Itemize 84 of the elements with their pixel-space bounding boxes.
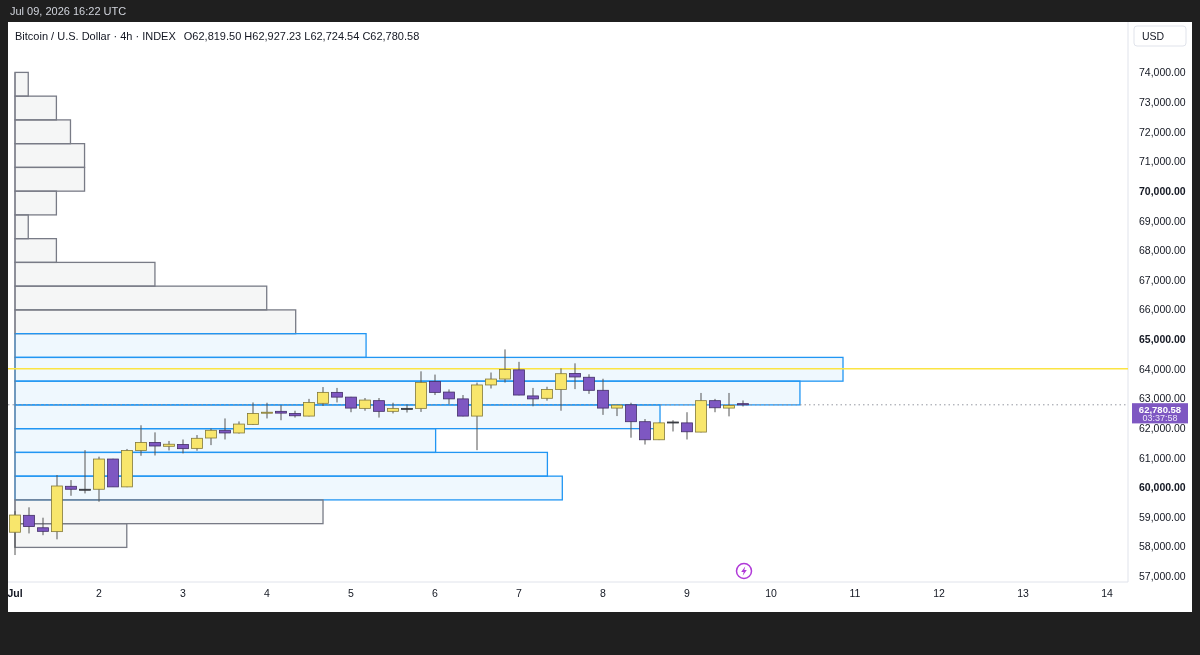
bar <box>14 238 58 264</box>
candlestick <box>219 417 231 440</box>
y-tick-label: 65,000.00 <box>1139 333 1186 346</box>
candlestick <box>387 402 399 414</box>
candlestick <box>639 418 651 446</box>
candlestick <box>9 510 21 556</box>
candlestick <box>569 362 581 390</box>
candlestick <box>499 348 511 384</box>
candlestick <box>65 479 77 497</box>
y-tick-label: 60,000.00 <box>1139 481 1186 494</box>
bar <box>14 261 156 287</box>
x-tick-label: 9 <box>684 587 691 599</box>
y-tick-label: 73,000.00 <box>1139 96 1186 108</box>
x-tick-label: 14 <box>1101 587 1113 599</box>
bar <box>14 333 367 359</box>
candlestick <box>723 392 735 417</box>
y-tick-label: 58,000.00 <box>1139 540 1186 553</box>
x-tick-label: 5 <box>348 587 355 599</box>
candlestick <box>331 387 343 403</box>
y-tick-label: 61,000.00 <box>1139 451 1186 464</box>
candlestick <box>597 378 609 416</box>
candlestick <box>681 411 693 440</box>
candlestick <box>23 506 35 534</box>
candlestick <box>527 387 539 407</box>
bar <box>14 119 72 145</box>
x-tick-label: 13 <box>1017 587 1029 599</box>
y-tick-label: 69,000.00 <box>1139 214 1186 227</box>
x-tick-label: 6 <box>432 587 439 599</box>
y-tick-label: 70,000.00 <box>1139 184 1186 197</box>
y-tick-label: 74,000.00 <box>1139 66 1186 79</box>
candlestick <box>611 404 623 417</box>
bar <box>14 190 58 216</box>
y-tick-label: 63,000.00 <box>1139 392 1186 405</box>
x-tick-label: 8 <box>600 587 607 599</box>
text: 03:37:58 <box>1142 413 1178 424</box>
candlestick <box>79 449 91 494</box>
candlestick <box>429 374 441 396</box>
text: O62,819.50 H62,927.23 L62,724.54 C62,780.58 <box>183 30 420 42</box>
candlestick <box>401 404 413 414</box>
bar <box>14 309 297 335</box>
candlestick <box>583 373 595 395</box>
candlestick <box>135 424 147 457</box>
text: Bitcoin / U.S. Dollar · 4h · INDEX <box>15 30 177 42</box>
y-tick-label: 57,000.00 <box>1139 570 1186 583</box>
x-tick-label: 4 <box>264 587 271 599</box>
candlestick <box>737 399 749 407</box>
y-tick-label: 72,000.00 <box>1139 125 1186 138</box>
candlestick <box>163 440 175 451</box>
bar <box>14 523 128 549</box>
text: Jul 09, 2026 16:22 UTC <box>10 5 127 17</box>
candlestick <box>149 431 161 456</box>
candlestick <box>37 517 49 536</box>
candlestick <box>373 397 385 419</box>
x-tick-label: Jul <box>7 587 23 599</box>
x-tick-label: 3 <box>180 587 187 599</box>
candlestick <box>247 401 259 426</box>
candlestick <box>485 372 497 390</box>
bar <box>14 428 437 454</box>
candlestick <box>317 386 329 407</box>
candlestick <box>625 402 637 439</box>
x-tick-label: 2 <box>96 587 103 599</box>
y-tick-label: 68,000.00 <box>1139 244 1186 257</box>
x-tick-label: 7 <box>516 587 523 599</box>
y-tick-label: 66,000.00 <box>1139 303 1186 316</box>
bar <box>14 285 268 311</box>
candlestick <box>275 404 287 421</box>
candlestick <box>555 367 567 412</box>
candlestick <box>457 394 469 417</box>
bar <box>14 166 86 192</box>
x-tick-label: 11 <box>849 587 861 599</box>
y-tick-label: 59,000.00 <box>1139 510 1186 523</box>
y-tick-label: 71,000.00 <box>1139 155 1186 168</box>
y-tick-label: 64,000.00 <box>1139 362 1186 375</box>
bar <box>14 143 86 169</box>
candlestick <box>289 410 301 419</box>
candlestick <box>177 438 189 454</box>
y-axis-title: USD <box>1142 30 1165 42</box>
candlestick <box>667 419 679 432</box>
x-tick-label: 10 <box>765 587 777 599</box>
ref-line-label: 62,780.58 <box>1138 403 1182 415</box>
y-tick-label: 67,000.00 <box>1139 273 1186 286</box>
x-tick-label: 12 <box>933 587 945 599</box>
candlestick <box>261 402 273 419</box>
y-tick-label: 62,000.00 <box>1139 421 1186 434</box>
